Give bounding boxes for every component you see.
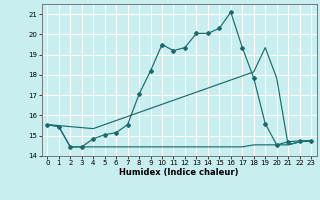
X-axis label: Humidex (Indice chaleur): Humidex (Indice chaleur) [119, 168, 239, 177]
